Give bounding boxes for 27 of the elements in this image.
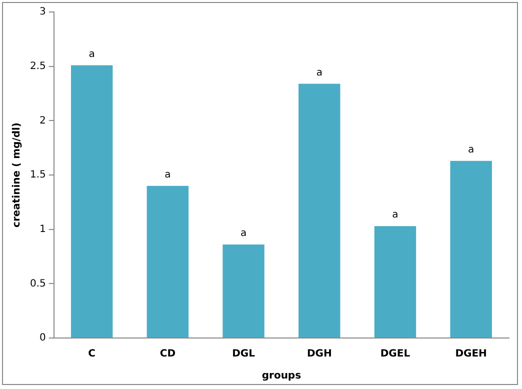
annotation: a — [164, 169, 171, 180]
y-tick-label: 2.5 — [30, 60, 46, 72]
annotation: a — [88, 48, 95, 60]
x-tick-label: CD — [160, 348, 176, 360]
bar — [70, 65, 113, 338]
y-tick-label: 0.5 — [30, 278, 46, 290]
y-tick-label: 0 — [40, 332, 46, 344]
x-tick-label: DGEL — [380, 348, 411, 360]
annotation: a — [240, 228, 247, 240]
y-axis-title: creatinine ( mg/dl) — [12, 122, 23, 228]
x-axis-title: groups — [262, 370, 302, 382]
bar — [450, 160, 492, 338]
x-tick-label: DGH — [306, 348, 332, 360]
annotation: a — [468, 144, 474, 156]
annotation: a — [392, 210, 398, 221]
bar — [374, 226, 416, 338]
bar — [298, 84, 340, 338]
y-tick-label: 2 — [40, 115, 46, 126]
y-tick-label: 3 — [40, 6, 46, 18]
bar — [146, 186, 189, 338]
bar — [222, 244, 264, 338]
x-tick-label: DGEH — [455, 348, 487, 360]
x-tick-label: C — [88, 348, 96, 360]
y-tick-label: 1.5 — [30, 170, 46, 181]
y-tick-label: 1 — [40, 224, 46, 235]
annotation: a — [316, 67, 322, 78]
x-tick-label: DGL — [232, 348, 256, 360]
